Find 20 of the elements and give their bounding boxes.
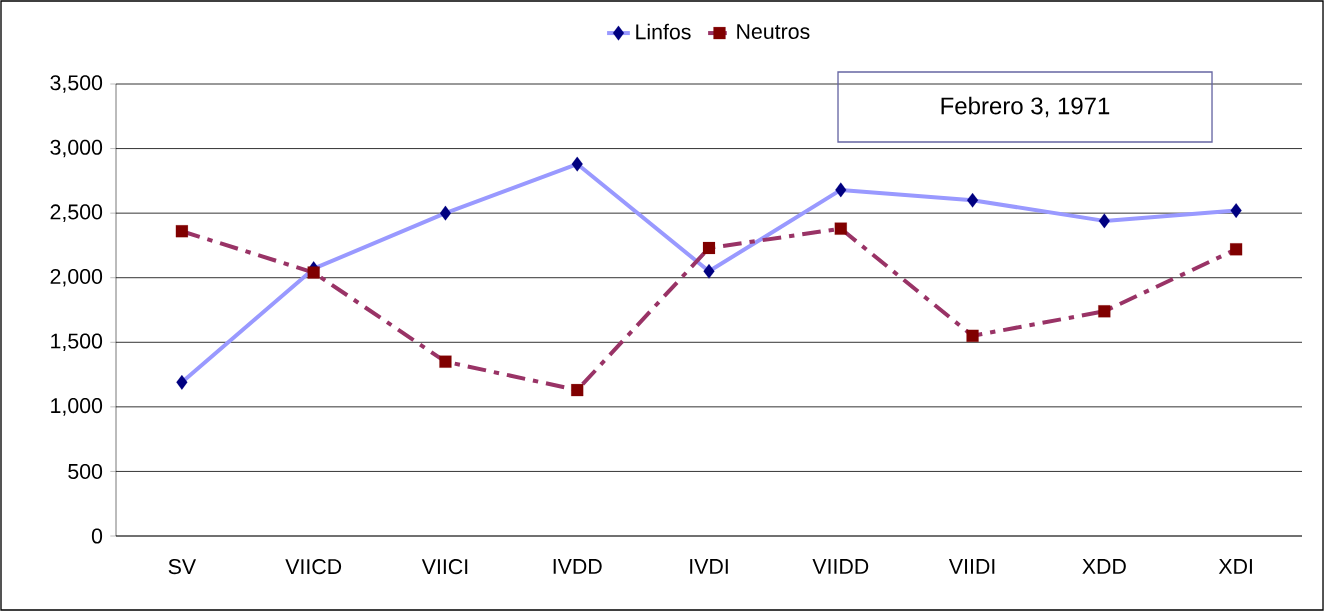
x-tick-label: IVDD — [553, 559, 602, 574]
y-tick-label: 3,500 — [50, 75, 103, 93]
x-tick-label: VIICD — [285, 559, 342, 575]
x-tick-label: SV — [168, 559, 197, 575]
y-tick-label: 1,000 — [51, 398, 103, 416]
y-tick-label: 2,500 — [50, 204, 103, 222]
x-tick-label: VIIDD — [812, 559, 869, 574]
annotation: Febrero 3, 1971 — [941, 96, 1110, 118]
x-tick-label: VIICI — [421, 559, 468, 575]
y-tick-label: 0 — [91, 528, 103, 544]
legend-label: Neutros — [737, 24, 810, 40]
y-tick-label: 3,000 — [50, 139, 103, 158]
x-tick-label: VIIDI — [948, 559, 995, 574]
y-tick-label: 500 — [68, 463, 103, 479]
x-tick-label: XDD — [1082, 559, 1126, 574]
y-tick-label: 1,500 — [51, 333, 103, 352]
y-tick-label: 2,000 — [50, 268, 103, 287]
x-tick-label: IVDI — [690, 559, 728, 574]
x-tick-label: XDI — [1218, 559, 1252, 574]
legend-label: Linfos — [636, 23, 691, 40]
